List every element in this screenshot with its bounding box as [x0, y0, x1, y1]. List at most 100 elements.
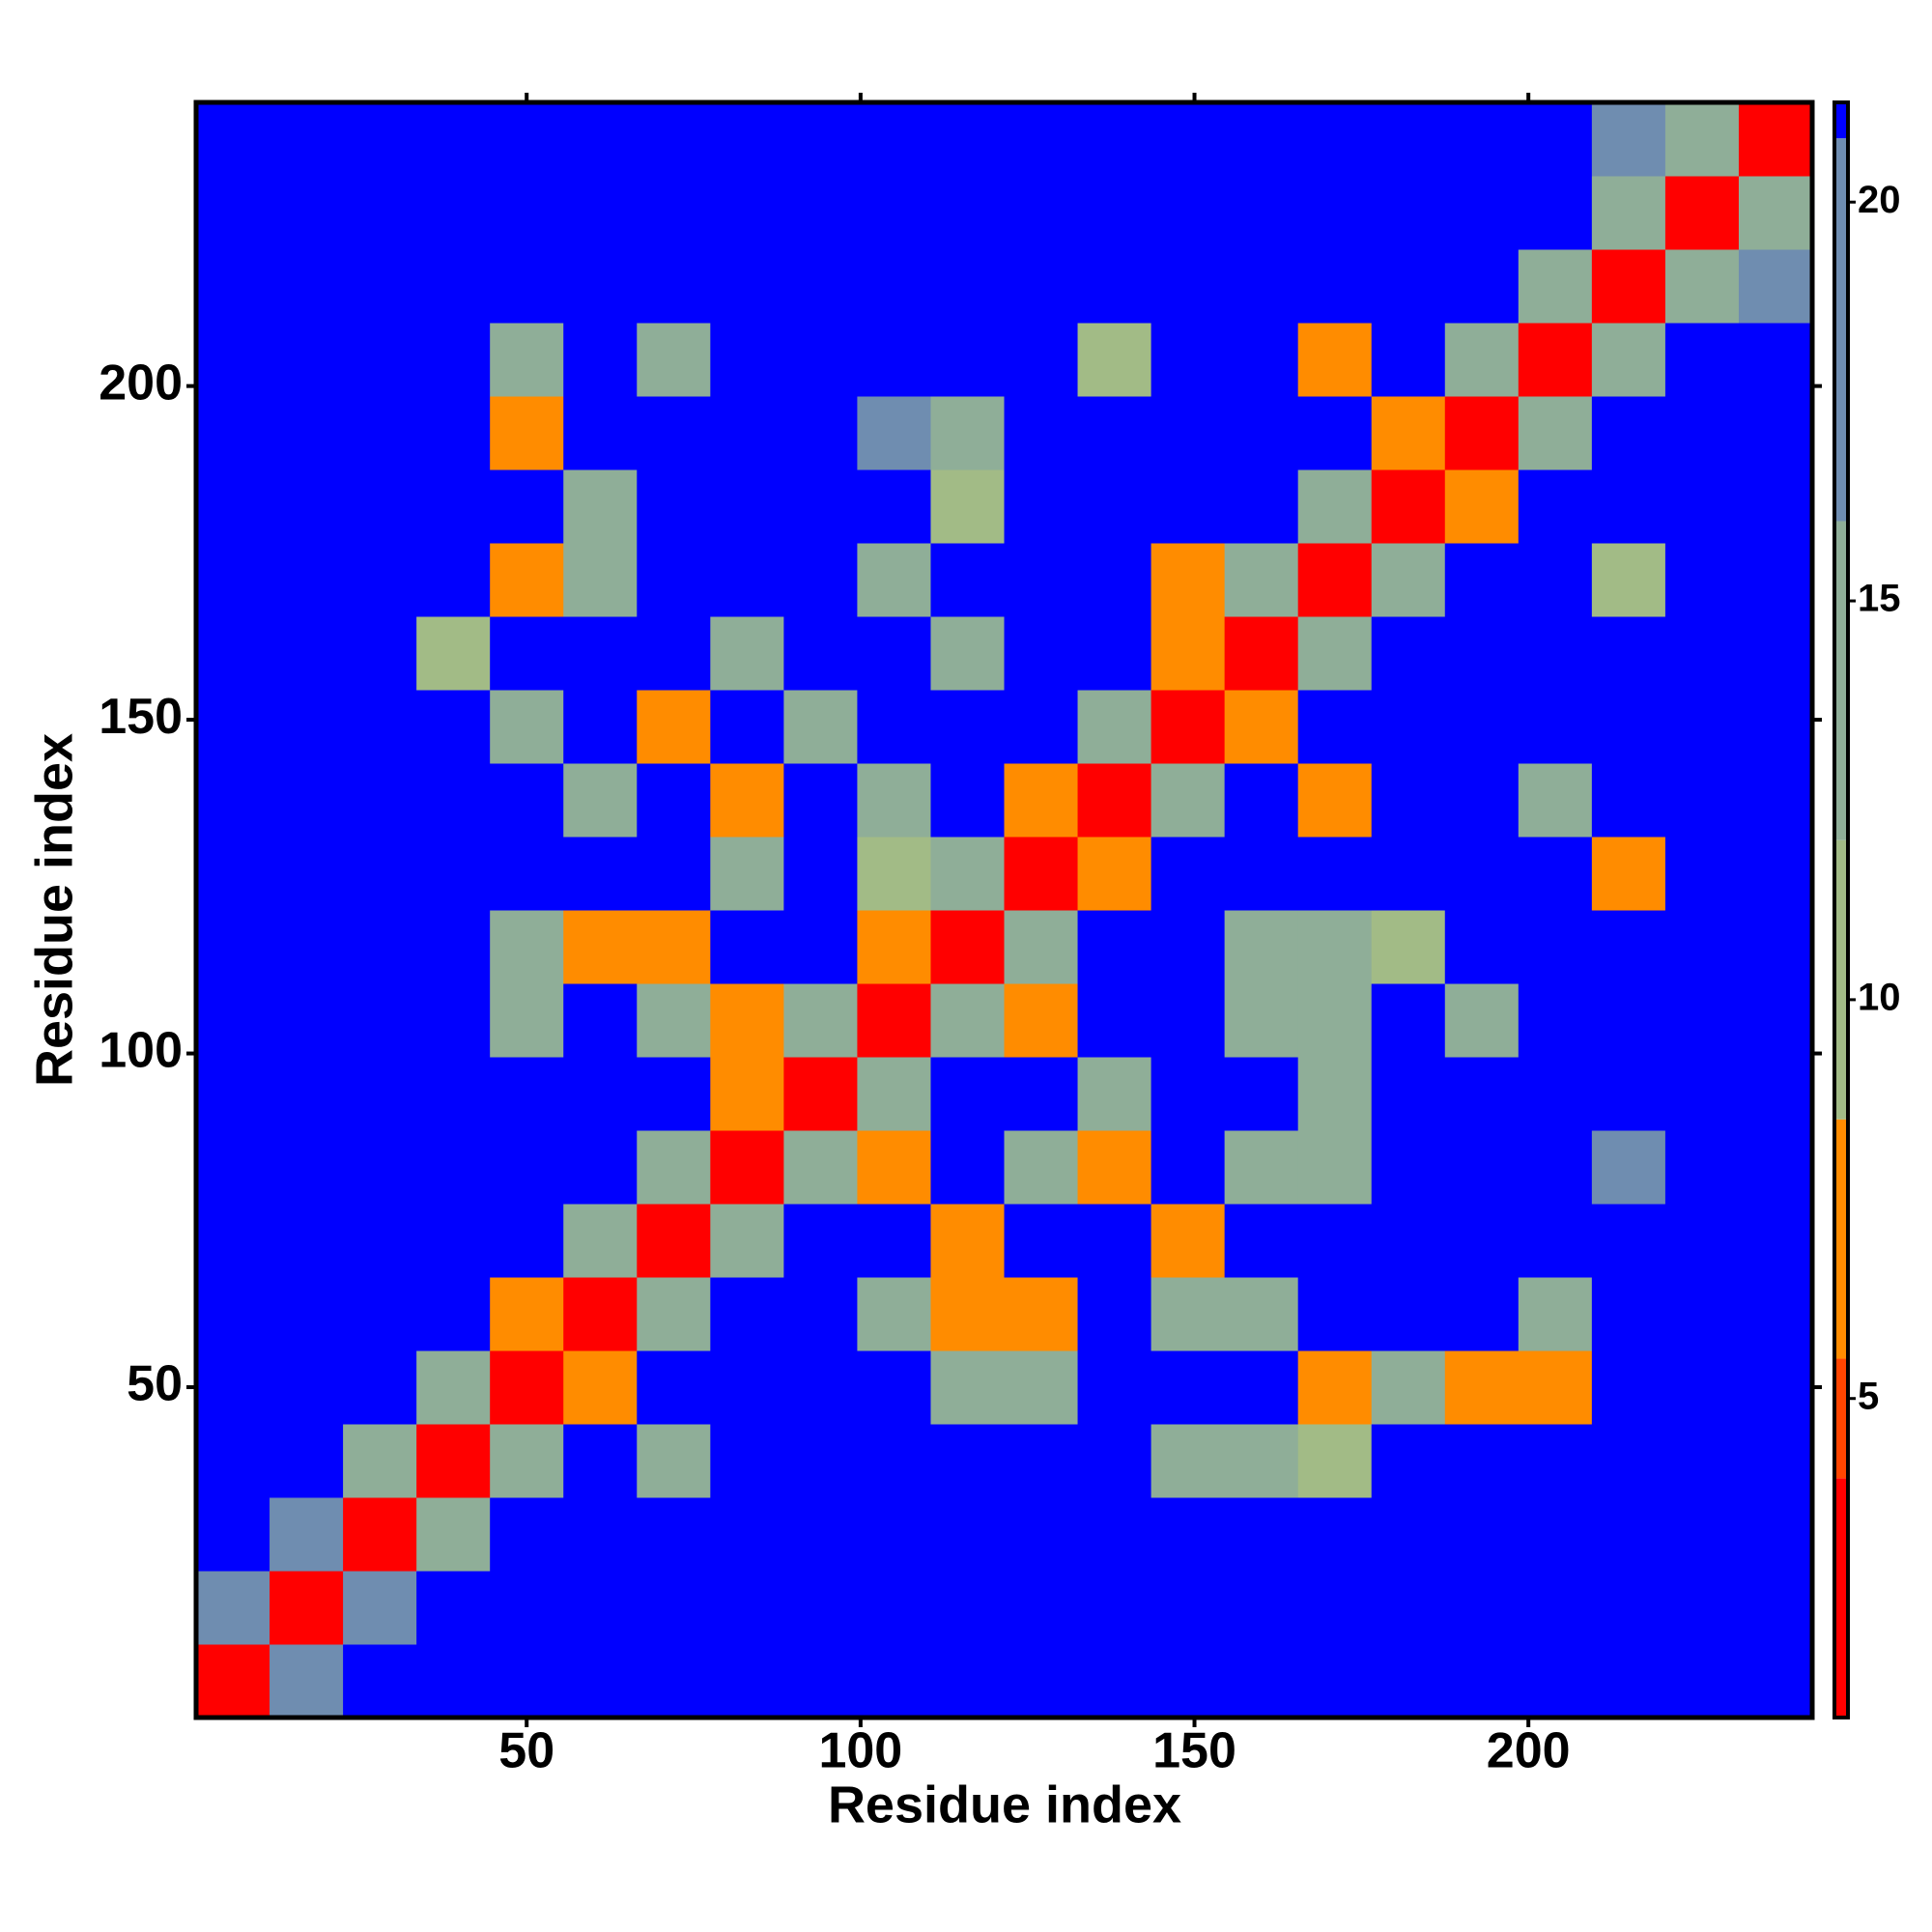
heatmap-cell	[490, 1497, 564, 1572]
heatmap-cell	[1591, 1130, 1666, 1205]
heatmap-cell	[1004, 1204, 1079, 1278]
heatmap-cell	[270, 763, 344, 838]
heatmap-cell	[490, 1204, 564, 1278]
heatmap-cell	[1151, 1130, 1226, 1205]
heatmap-cell	[1518, 910, 1593, 984]
heatmap-cell	[1518, 1497, 1593, 1572]
heatmap-cell	[1297, 1571, 1373, 1645]
heatmap-cell	[343, 543, 417, 617]
heatmap-cell	[416, 1424, 491, 1498]
heatmap-cell	[1151, 323, 1226, 397]
heatmap-cell	[637, 469, 711, 544]
heatmap-cell	[930, 983, 1005, 1058]
heatmap-cell	[1224, 1497, 1299, 1572]
heatmap-cell	[490, 1277, 564, 1351]
heatmap-cell	[710, 1424, 784, 1498]
heatmap-cell	[490, 176, 564, 250]
heatmap-cell	[490, 763, 564, 838]
heatmap-cell	[1444, 1424, 1520, 1498]
heatmap-cell	[343, 1277, 417, 1351]
heatmap-cell	[1664, 1130, 1740, 1205]
colorbar-tick-label: 15	[1858, 578, 1901, 620]
heatmap-cell	[1371, 249, 1446, 324]
heatmap-cell	[1664, 910, 1740, 984]
heatmap-cell	[270, 1204, 344, 1278]
heatmap-cell	[416, 1571, 491, 1645]
heatmap-cell	[563, 1644, 638, 1719]
heatmap-cell	[343, 1057, 417, 1131]
heatmap-cell	[196, 983, 270, 1058]
heatmap-cell	[637, 249, 711, 324]
heatmap-cell	[930, 1644, 1005, 1719]
heatmap-cell	[1591, 763, 1666, 838]
heatmap-cell	[857, 1277, 931, 1351]
heatmap-cell	[1004, 1350, 1079, 1425]
heatmap-cell	[1151, 1424, 1226, 1498]
heatmap-cell	[1151, 763, 1226, 838]
heatmap-cell	[930, 469, 1005, 544]
heatmap-cell	[1371, 1497, 1446, 1572]
heatmap-cell	[343, 396, 417, 470]
heatmap-cell	[196, 1424, 270, 1498]
heatmap-cell	[196, 616, 270, 691]
heatmap-cell	[1297, 837, 1373, 911]
colorbar-frame	[1833, 100, 1850, 1719]
heatmap-cell	[416, 176, 491, 250]
heatmap-cell	[563, 616, 638, 691]
heatmap-cell	[930, 1204, 1005, 1278]
heatmap-cell	[196, 1057, 270, 1131]
heatmap-cell	[1297, 1644, 1373, 1719]
heatmap-cell	[783, 102, 858, 177]
heatmap-cell	[857, 396, 931, 470]
heatmap-cell	[1518, 176, 1593, 250]
heatmap-cell	[1444, 323, 1520, 397]
heatmap-cell	[1077, 102, 1152, 177]
heatmap-cell	[1444, 1204, 1520, 1278]
heatmap-cell	[1004, 1130, 1079, 1205]
heatmap-cell	[710, 1057, 784, 1131]
heatmap-cell	[930, 1277, 1005, 1351]
heatmap-cell	[1664, 616, 1740, 691]
heatmap-cell	[416, 1644, 491, 1719]
heatmap-cell	[1151, 837, 1226, 911]
heatmap-cell	[270, 1130, 344, 1205]
heatmap-cell	[490, 1130, 564, 1205]
heatmap-cell	[1444, 469, 1520, 544]
heatmap-cell	[930, 1424, 1005, 1498]
heatmap-cell	[1738, 1057, 1813, 1131]
heatmap-cell	[343, 837, 417, 911]
heatmap-cell	[416, 469, 491, 544]
heatmap-cell	[343, 1497, 417, 1572]
heatmap-cell	[416, 910, 491, 984]
x-tick-label: 200	[1487, 1723, 1571, 1779]
heatmap-cell	[563, 543, 638, 617]
heatmap-cell	[1518, 837, 1593, 911]
heatmap-cell	[930, 616, 1005, 691]
heatmap-cell	[1077, 1644, 1152, 1719]
x-tick-label: 100	[818, 1723, 902, 1779]
heatmap-cell	[1004, 323, 1079, 397]
heatmap-cell	[1591, 543, 1666, 617]
heatmap-cell	[1077, 1350, 1152, 1425]
heatmap-cell	[1444, 1057, 1520, 1131]
heatmap-cell	[1371, 396, 1446, 470]
heatmap-cell	[416, 763, 491, 838]
heatmap-cell	[783, 983, 858, 1058]
heatmap-cell	[1224, 1277, 1299, 1351]
heatmap-cell	[1591, 910, 1666, 984]
heatmap-cell	[783, 1350, 858, 1425]
heatmap-cell	[1297, 323, 1373, 397]
heatmap-cell	[1591, 690, 1666, 764]
colorbar-segment	[1834, 1119, 1848, 1359]
heatmap-cell	[710, 1277, 784, 1351]
heatmap-cell	[1077, 1277, 1152, 1351]
heatmap-cell	[1738, 1571, 1813, 1645]
heatmap-cell	[416, 1497, 491, 1572]
heatmap-cell	[1151, 102, 1226, 177]
heatmap-cell	[637, 176, 711, 250]
heatmap-cell	[1518, 1130, 1593, 1205]
heatmap-cell	[563, 763, 638, 838]
heatmap-cell	[343, 102, 417, 177]
heatmap-cell	[1444, 396, 1520, 470]
heatmap-cell	[1371, 469, 1446, 544]
